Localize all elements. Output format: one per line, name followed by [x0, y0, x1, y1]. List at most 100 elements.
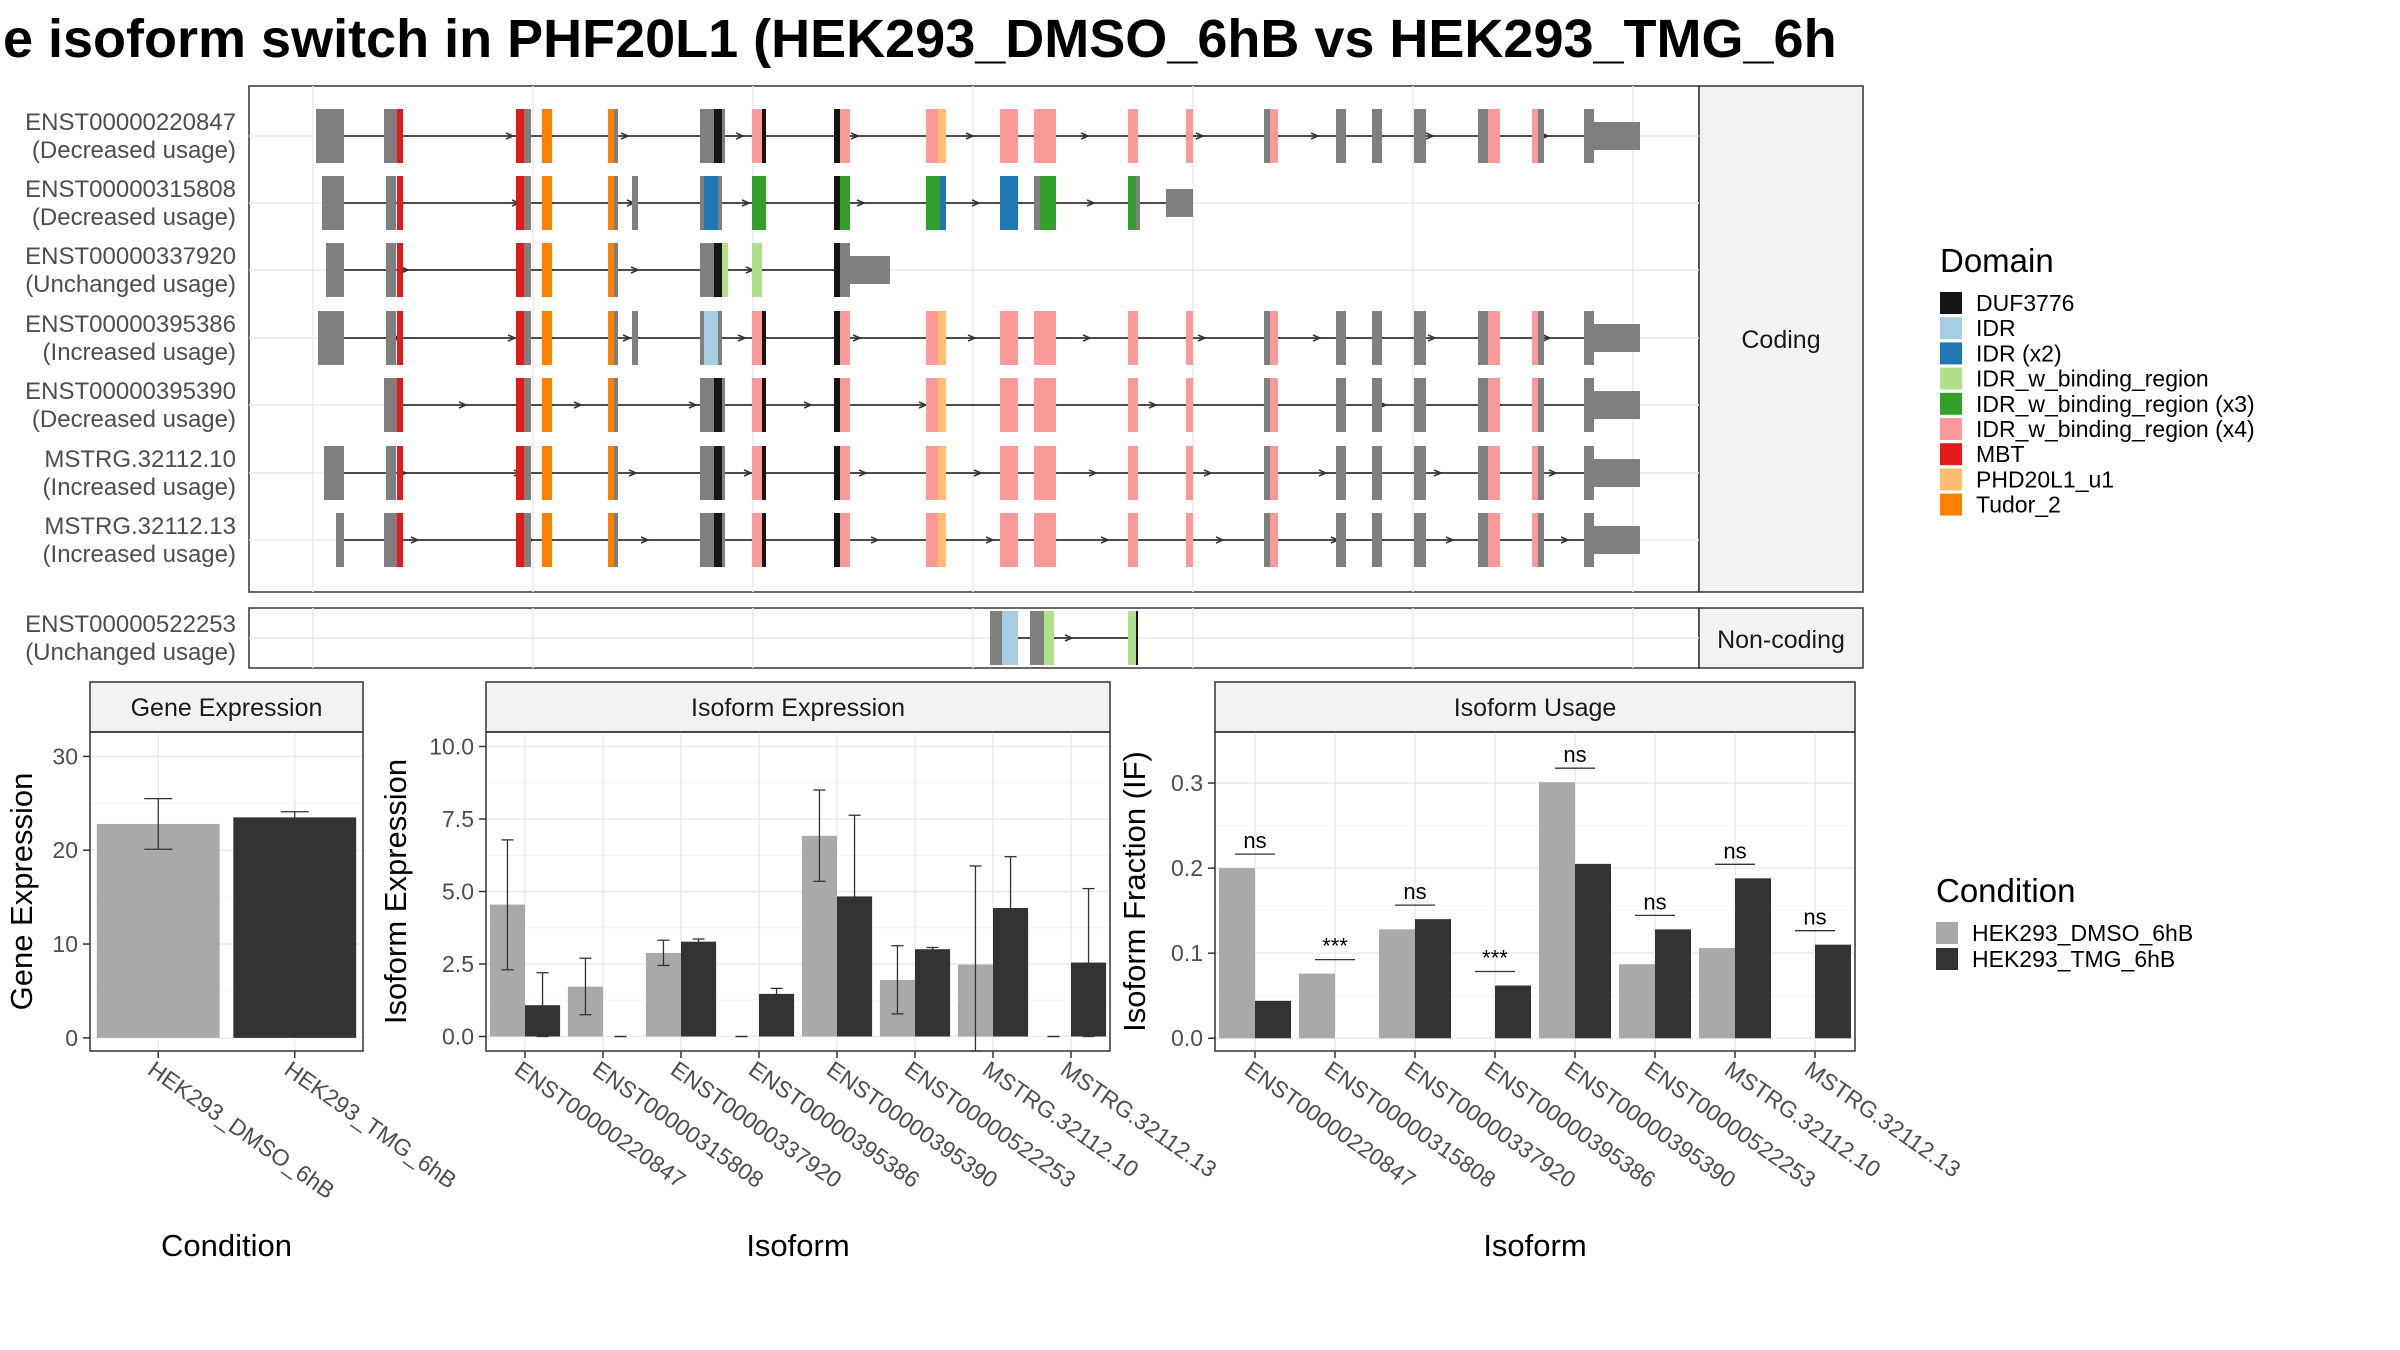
exon-block — [1336, 446, 1346, 500]
exon-block — [1166, 189, 1193, 217]
exon-block — [516, 446, 524, 500]
transcript-id-label: ENST00000395386 — [25, 311, 236, 338]
intron-direction-arrow — [971, 199, 981, 207]
exon-block — [1000, 311, 1018, 365]
transcript-id-label: MSTRG.32112.13 — [44, 513, 236, 540]
exon-block — [524, 513, 531, 567]
intron-direction-arrow — [973, 469, 983, 477]
condition-legend-label: HEK293_TMG_6hB — [1972, 946, 2175, 972]
y-tick-label: 0.1 — [1171, 940, 1203, 966]
exon-block — [524, 446, 531, 500]
bar — [1735, 878, 1771, 1039]
bar — [1655, 929, 1691, 1039]
exon-block — [1034, 176, 1040, 230]
intron-direction-arrow — [400, 266, 410, 274]
exon-block — [1372, 378, 1382, 432]
exon-block — [840, 446, 850, 500]
intron-direction-arrow — [743, 469, 753, 477]
exon-block — [938, 311, 946, 365]
exon-block — [1128, 378, 1138, 432]
exon-block — [926, 378, 940, 432]
exon-block — [1538, 109, 1544, 163]
y-tick-label: 10.0 — [429, 734, 474, 760]
exon-block — [1488, 311, 1500, 365]
exon-block — [762, 446, 766, 500]
exon-block — [542, 109, 552, 163]
domain-legend-label: IDR_w_binding_region — [1976, 366, 2209, 392]
bar — [1255, 1000, 1291, 1039]
exon-block — [322, 176, 344, 230]
exon-block — [722, 513, 725, 567]
bar — [233, 817, 357, 1038]
exon-block — [1136, 176, 1140, 230]
exon-block — [1584, 446, 1594, 500]
transcript-id-label: ENST00000220847 — [25, 109, 236, 136]
domain-legend-label: IDR (x2) — [1976, 340, 2062, 366]
exon-block — [1186, 513, 1193, 567]
exon-block — [384, 513, 390, 567]
exon-block — [714, 109, 722, 163]
exon-block — [1532, 513, 1538, 567]
intron-direction-arrow — [628, 469, 638, 477]
exon-block — [1538, 378, 1544, 432]
y-tick-label: 5.0 — [442, 879, 474, 905]
x-axis-title: Isoform — [746, 1228, 849, 1263]
bar — [759, 993, 795, 1037]
exon-block — [850, 256, 890, 284]
bar — [1415, 919, 1451, 1039]
y-axis-title: Isoform Fraction (IF) — [1117, 751, 1152, 1032]
intron-direction-arrow — [622, 334, 632, 342]
intron-direction-arrow — [505, 132, 515, 140]
exon-block — [542, 176, 552, 230]
intron-direction-arrow — [735, 132, 745, 140]
exon-block — [752, 378, 764, 432]
exon-block — [1128, 513, 1138, 567]
transcript-id-label: ENST00000337920 — [25, 243, 236, 270]
coding-strip-label: Coding — [1741, 326, 1820, 354]
exon-block — [542, 378, 552, 432]
transcript-usage-label: (Unchanged usage) — [25, 271, 236, 298]
intron-direction-arrow — [1427, 334, 1437, 342]
exon-block — [834, 311, 840, 365]
exon-block — [1488, 446, 1500, 500]
domain-legend-label: Tudor_2 — [1976, 492, 2061, 518]
significance-label: ns — [1643, 889, 1666, 914]
exon-block — [1584, 109, 1594, 163]
exon-block — [1532, 378, 1538, 432]
exon-block — [524, 176, 531, 230]
exon-block — [752, 243, 762, 297]
exon-block — [542, 311, 552, 365]
condition-legend-title: Condition — [1936, 872, 2075, 909]
exon-block — [834, 109, 840, 163]
intron-direction-arrow — [458, 401, 468, 409]
exon-block — [926, 109, 940, 163]
intron-direction-arrow — [640, 536, 650, 544]
domain-legend-label: IDR — [1976, 315, 2016, 341]
exon-block — [752, 513, 764, 567]
exon-block — [542, 513, 552, 567]
exon-block — [840, 311, 850, 365]
exon-block — [1594, 122, 1640, 150]
intron-direction-arrow — [1080, 132, 1090, 140]
bar — [1815, 944, 1851, 1039]
intron-direction-arrow — [507, 334, 517, 342]
intron-direction-arrow — [803, 401, 813, 409]
exon-block — [1000, 446, 1018, 500]
domain-legend-swatch — [1940, 493, 1962, 516]
condition-legend-swatch — [1936, 922, 1958, 944]
domain-legend-swatch — [1940, 392, 1962, 415]
exon-block — [324, 446, 344, 500]
exon-block — [1034, 446, 1056, 500]
intron-direction-arrow — [1310, 132, 1320, 140]
exon-block — [762, 513, 766, 567]
exon-block — [614, 446, 618, 500]
significance-label: *** — [1322, 934, 1348, 959]
exon-block — [632, 311, 638, 365]
significance-label: ns — [1243, 828, 1266, 853]
noncoding-strip-label: Non-coding — [1717, 626, 1845, 654]
domain-legend-swatch — [1940, 443, 1962, 466]
exon-block — [926, 176, 940, 230]
exon-block — [714, 378, 722, 432]
